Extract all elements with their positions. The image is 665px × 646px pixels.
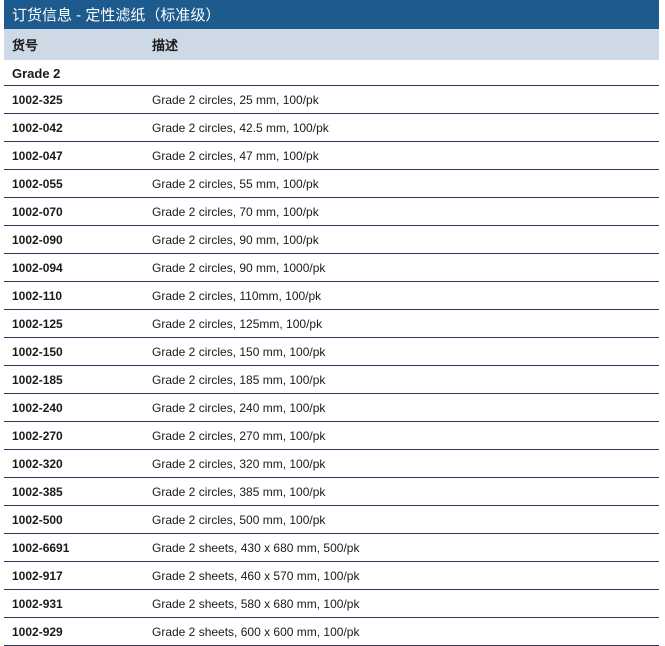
product-code: 1002-325 — [12, 93, 152, 107]
product-code: 1002-320 — [12, 457, 152, 471]
table-header-row: 货号 描述 — [4, 29, 659, 60]
product-code: 1002-500 — [12, 513, 152, 527]
product-code: 1002-931 — [12, 597, 152, 611]
table-row: 1002-110Grade 2 circles, 110mm, 100/pk — [4, 282, 659, 310]
product-code: 1002-094 — [12, 261, 152, 275]
table-row: 1002-185Grade 2 circles, 185 mm, 100/pk — [4, 366, 659, 394]
table-row: 1002-125Grade 2 circles, 125mm, 100/pk — [4, 310, 659, 338]
product-description: Grade 2 circles, 125mm, 100/pk — [152, 317, 651, 331]
column-header-desc: 描述 — [152, 35, 651, 54]
product-description: Grade 2 circles, 110mm, 100/pk — [152, 289, 651, 303]
table-row: 1002-500Grade 2 circles, 500 mm, 100/pk — [4, 506, 659, 534]
table-row: 1002-240Grade 2 circles, 240 mm, 100/pk — [4, 394, 659, 422]
table-row: 1002-070Grade 2 circles, 70 mm, 100/pk — [4, 198, 659, 226]
product-description: Grade 2 circles, 320 mm, 100/pk — [152, 457, 651, 471]
product-code: 1002-150 — [12, 345, 152, 359]
table-row: 1002-150Grade 2 circles, 150 mm, 100/pk — [4, 338, 659, 366]
table-body: 1002-325Grade 2 circles, 25 mm, 100/pk10… — [4, 86, 659, 646]
column-header-code: 货号 — [12, 35, 152, 54]
table-row: 1002-931Grade 2 sheets, 580 x 680 mm, 10… — [4, 590, 659, 618]
product-code: 1002-385 — [12, 485, 152, 499]
product-code: 1002-042 — [12, 121, 152, 135]
product-code: 1002-110 — [12, 289, 152, 303]
table-row: 1002-270Grade 2 circles, 270 mm, 100/pk — [4, 422, 659, 450]
table-row: 1002-929Grade 2 sheets, 600 x 600 mm, 10… — [4, 618, 659, 646]
product-code: 1002-270 — [12, 429, 152, 443]
product-code: 1002-047 — [12, 149, 152, 163]
product-code: 1002-185 — [12, 373, 152, 387]
table-row: 1002-090Grade 2 circles, 90 mm, 100/pk — [4, 226, 659, 254]
product-description: Grade 2 sheets, 430 x 680 mm, 500/pk — [152, 541, 651, 555]
product-description: Grade 2 circles, 240 mm, 100/pk — [152, 401, 651, 415]
product-description: Grade 2 circles, 55 mm, 100/pk — [152, 177, 651, 191]
product-description: Grade 2 circles, 90 mm, 100/pk — [152, 233, 651, 247]
product-description: Grade 2 circles, 47 mm, 100/pk — [152, 149, 651, 163]
product-description: Grade 2 circles, 185 mm, 100/pk — [152, 373, 651, 387]
table-row: 1002-047Grade 2 circles, 47 mm, 100/pk — [4, 142, 659, 170]
product-code: 1002-070 — [12, 205, 152, 219]
table-row: 1002-055Grade 2 circles, 55 mm, 100/pk — [4, 170, 659, 198]
product-description: Grade 2 sheets, 460 x 570 mm, 100/pk — [152, 569, 651, 583]
product-description: Grade 2 circles, 270 mm, 100/pk — [152, 429, 651, 443]
product-description: Grade 2 circles, 70 mm, 100/pk — [152, 205, 651, 219]
product-code: 1002-240 — [12, 401, 152, 415]
ordering-table: 订货信息 - 定性滤纸（标准级） 货号 描述 Grade 2 1002-325G… — [4, 0, 659, 646]
product-code: 1002-055 — [12, 177, 152, 191]
product-code: 1002-917 — [12, 569, 152, 583]
table-row: 1002-917Grade 2 sheets, 460 x 570 mm, 10… — [4, 562, 659, 590]
product-description: Grade 2 circles, 500 mm, 100/pk — [152, 513, 651, 527]
table-row: 1002-325Grade 2 circles, 25 mm, 100/pk — [4, 86, 659, 114]
table-row: 1002-320Grade 2 circles, 320 mm, 100/pk — [4, 450, 659, 478]
product-description: Grade 2 sheets, 580 x 680 mm, 100/pk — [152, 597, 651, 611]
product-description: Grade 2 circles, 42.5 mm, 100/pk — [152, 121, 651, 135]
table-row: 1002-042Grade 2 circles, 42.5 mm, 100/pk — [4, 114, 659, 142]
product-code: 1002-929 — [12, 625, 152, 639]
product-description: Grade 2 circles, 385 mm, 100/pk — [152, 485, 651, 499]
product-description: Grade 2 circles, 90 mm, 1000/pk — [152, 261, 651, 275]
product-code: 1002-090 — [12, 233, 152, 247]
product-description: Grade 2 circles, 25 mm, 100/pk — [152, 93, 651, 107]
table-row: 1002-094Grade 2 circles, 90 mm, 1000/pk — [4, 254, 659, 282]
section-heading: Grade 2 — [4, 60, 659, 86]
table-row: 1002-6691Grade 2 sheets, 430 x 680 mm, 5… — [4, 534, 659, 562]
product-description: Grade 2 circles, 150 mm, 100/pk — [152, 345, 651, 359]
table-row: 1002-385Grade 2 circles, 385 mm, 100/pk — [4, 478, 659, 506]
product-code: 1002-6691 — [12, 541, 152, 555]
product-description: Grade 2 sheets, 600 x 600 mm, 100/pk — [152, 625, 651, 639]
table-title-bar: 订货信息 - 定性滤纸（标准级） — [4, 0, 659, 29]
product-code: 1002-125 — [12, 317, 152, 331]
